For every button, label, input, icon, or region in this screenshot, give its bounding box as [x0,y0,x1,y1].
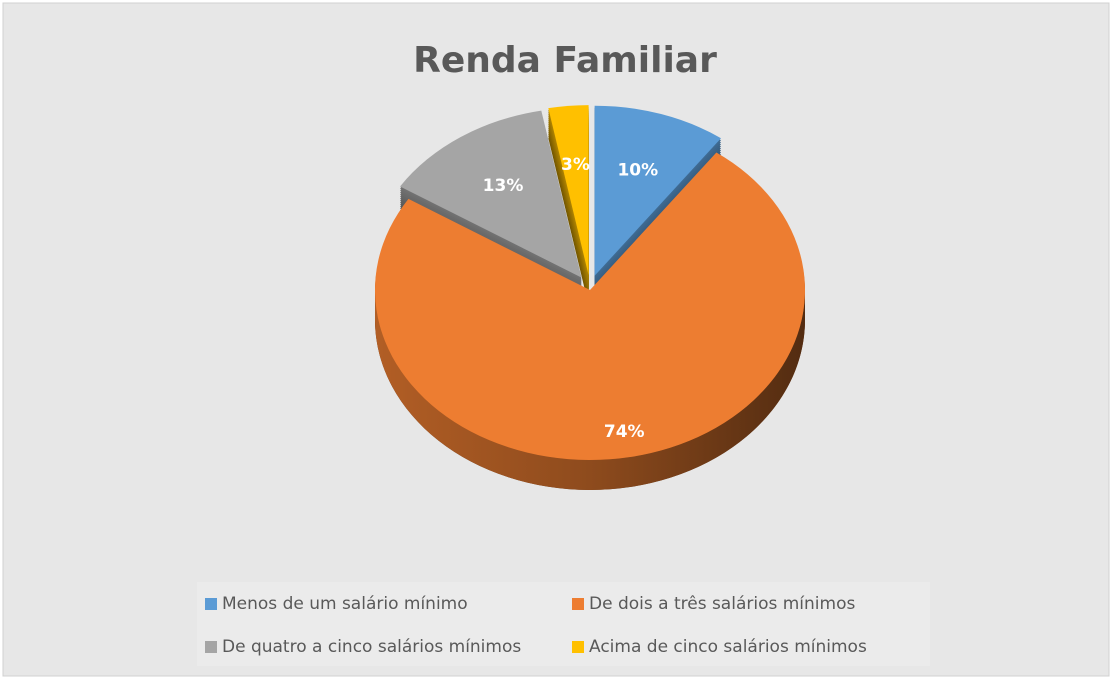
legend-swatch [572,598,584,610]
legend-label: De quatro a cinco salários mínimos [222,637,521,657]
legend-label: Acima de cinco salários mínimos [589,637,867,657]
legend-swatch [572,641,584,653]
slice-wall [375,290,805,490]
pie-slice [548,105,589,276]
pie-slice [375,152,805,461]
legend-swatch [205,641,217,653]
data-label: 74% [604,422,645,442]
legend-swatch [205,598,217,610]
pie-slice [594,105,722,276]
data-label: 10% [617,161,658,181]
chart-title: Renda Familiar [413,40,717,81]
legend-label: Menos de um salário mínimo [222,594,468,614]
data-label: 3% [561,155,590,175]
legend-label: De dois a três salários mínimos [589,594,855,614]
data-label: 13% [483,176,524,196]
pie-slice [400,110,582,278]
legend-box [197,582,930,666]
